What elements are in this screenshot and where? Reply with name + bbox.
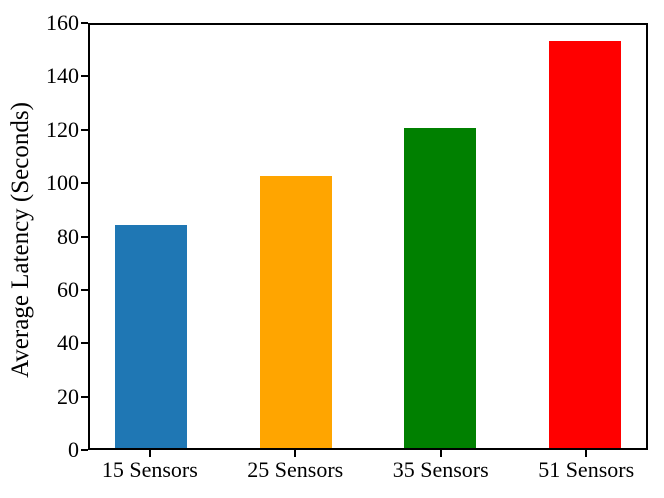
y-tick-mark (81, 395, 88, 398)
y-tick-label: 0 (68, 437, 79, 462)
y-tick-mark (81, 342, 88, 345)
y-tick-label: 40 (57, 330, 79, 356)
y-tick-label: 140 (46, 63, 79, 89)
y-tick-mark (81, 75, 88, 78)
y-tick-label: 60 (57, 276, 79, 302)
bar-51-sensors (548, 40, 621, 448)
x-tick-mark (585, 450, 588, 457)
y-tick-label: 120 (46, 116, 79, 142)
y-tick-mark (81, 288, 88, 291)
y-tick-mark (81, 128, 88, 131)
x-tick-mark (294, 450, 297, 457)
x-tick-label: 25 Sensors (247, 457, 344, 482)
y-tick-label: 20 (57, 383, 79, 409)
y-tick-label: 100 (46, 170, 79, 196)
y-tick-mark (81, 182, 88, 185)
bar-15-sensors (115, 224, 188, 448)
y-tick-label: 80 (57, 223, 79, 249)
plot-area (88, 23, 648, 450)
y-tick-mark (81, 449, 88, 451)
y-tick-mark (81, 235, 88, 238)
x-tick-label: 35 Sensors (392, 457, 489, 482)
y-tick-label: 160 (46, 10, 79, 35)
x-tick-mark (439, 450, 442, 457)
x-tick-label: 51 Sensors (538, 457, 635, 482)
bar-35-sensors (404, 128, 477, 448)
y-tick-mark (81, 22, 88, 24)
bar-25-sensors (259, 175, 332, 448)
x-tick-mark (148, 450, 151, 457)
x-tick-label: 15 Sensors (101, 457, 198, 482)
